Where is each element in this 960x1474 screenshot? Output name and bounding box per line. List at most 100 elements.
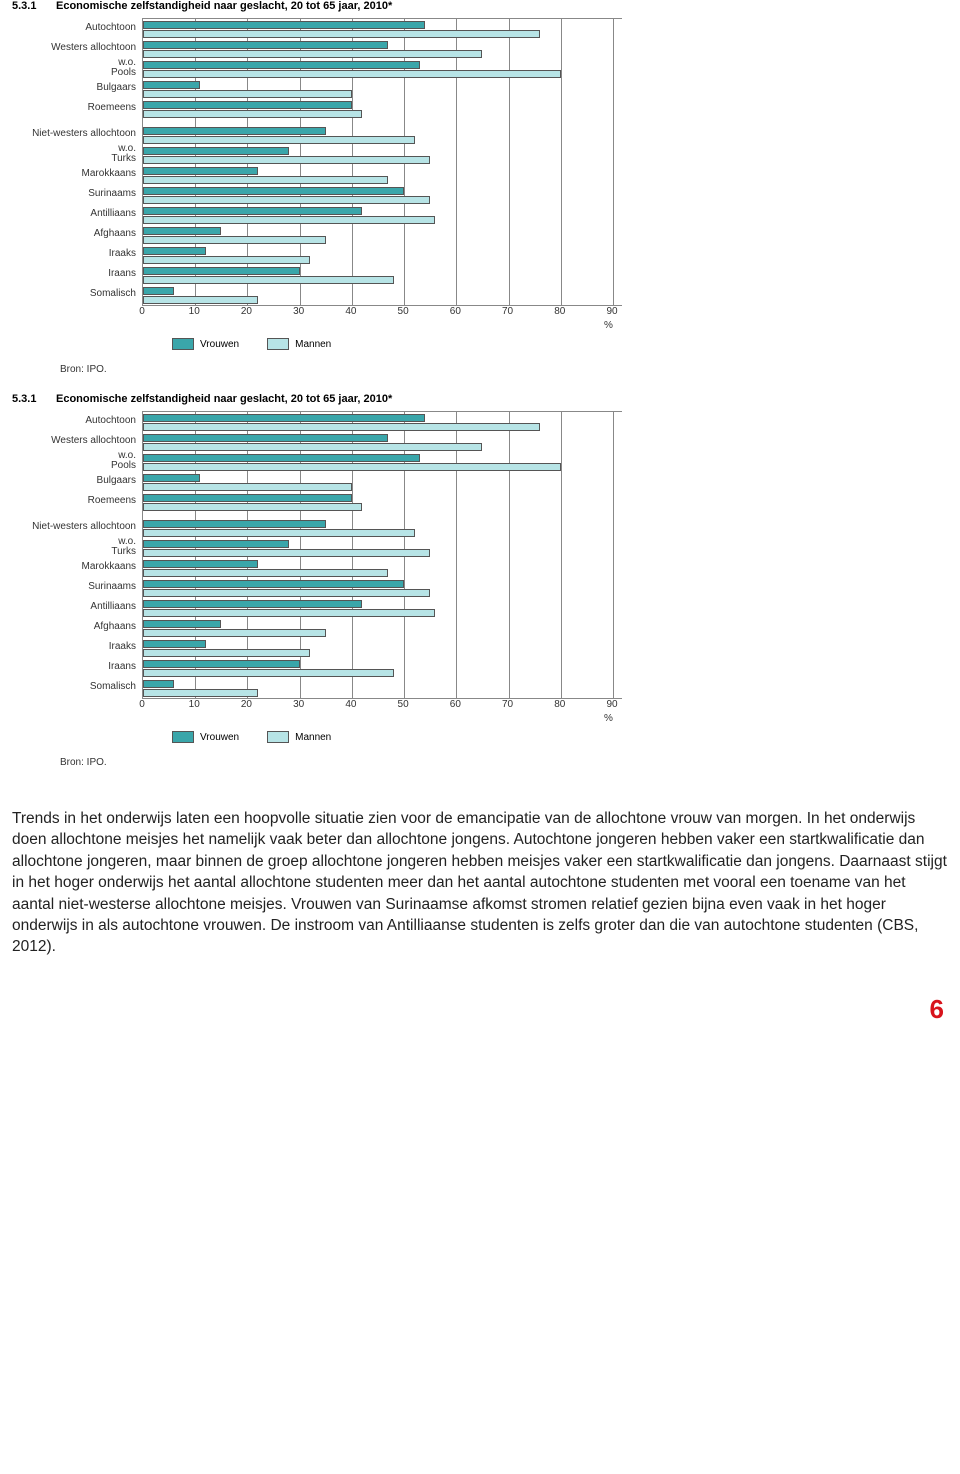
legend: Vrouwen Mannen	[172, 731, 622, 743]
bar-vrouwen	[143, 167, 258, 175]
category-label: Iraans	[12, 657, 136, 677]
bar-vrouwen	[143, 620, 221, 628]
bar-mannen	[143, 296, 258, 304]
x-tick-label: 50	[398, 699, 409, 710]
bar-row	[143, 412, 622, 432]
bar-row	[143, 99, 622, 119]
x-tick-label: 0	[139, 306, 145, 317]
category-label: w.o.Turks	[12, 537, 136, 557]
x-tick-label: 60	[450, 699, 461, 710]
x-tick-label: 20	[241, 306, 252, 317]
legend-swatch	[267, 731, 289, 743]
chart-header: 5.3.1Economische zelfstandigheid naar ge…	[12, 393, 622, 405]
bar-mannen	[143, 463, 561, 471]
legend-label: Mannen	[295, 732, 331, 743]
bar-vrouwen	[143, 227, 221, 235]
category-label: Bulgaars	[12, 471, 136, 491]
bar-vrouwen	[143, 580, 404, 588]
bar-vrouwen	[143, 21, 425, 29]
bar-row	[143, 578, 622, 598]
document-page: 5.3.1Economische zelfstandigheid naar ge…	[0, 0, 960, 1025]
bar-row	[143, 638, 622, 658]
bar-row	[143, 492, 622, 512]
bar-vrouwen	[143, 680, 174, 688]
bar-row	[143, 145, 622, 165]
x-tick-label: 90	[606, 306, 617, 317]
bar-mannen	[143, 216, 435, 224]
bar-vrouwen	[143, 494, 352, 502]
bar-row	[143, 658, 622, 678]
bar-mannen	[143, 629, 326, 637]
legend-item-mannen: Mannen	[267, 731, 331, 743]
bar-row	[143, 538, 622, 558]
category-label: Iraaks	[12, 244, 136, 264]
chart-title: Economische zelfstandigheid naar geslach…	[56, 393, 392, 405]
bar-vrouwen	[143, 600, 362, 608]
bar-vrouwen	[143, 127, 326, 135]
x-tick-label: 0	[139, 699, 145, 710]
x-tick-label: 90	[606, 699, 617, 710]
bar-mannen	[143, 90, 352, 98]
chart-source: Bron: IPO.	[60, 757, 622, 768]
x-tick-label: 60	[450, 306, 461, 317]
bar-row	[143, 125, 622, 145]
category-label: Marokkaans	[12, 557, 136, 577]
category-label: w.o.Turks	[12, 144, 136, 164]
bar-mannen	[143, 50, 482, 58]
x-tick-label: 50	[398, 306, 409, 317]
bar-row	[143, 225, 622, 245]
bar-vrouwen	[143, 207, 362, 215]
bar-mannen	[143, 110, 362, 118]
bar-row	[143, 165, 622, 185]
x-tick-label: 80	[554, 306, 565, 317]
bar-vrouwen	[143, 560, 258, 568]
bar-mannen	[143, 70, 561, 78]
bar-vrouwen	[143, 434, 388, 442]
bar-vrouwen	[143, 414, 425, 422]
page-number: 6	[0, 994, 944, 1025]
legend-item-mannen: Mannen	[267, 338, 331, 350]
x-tick-label: 20	[241, 699, 252, 710]
legend-item-vrouwen: Vrouwen	[172, 338, 239, 350]
bar-row	[143, 432, 622, 452]
legend-label: Vrouwen	[200, 339, 239, 350]
legend-label: Vrouwen	[200, 732, 239, 743]
bar-mannen	[143, 549, 430, 557]
bar-mannen	[143, 589, 430, 597]
bar-mannen	[143, 483, 352, 491]
plot-grid	[142, 411, 622, 699]
bar-vrouwen	[143, 540, 289, 548]
category-label: Iraans	[12, 264, 136, 284]
bar-vrouwen	[143, 147, 289, 155]
bar-row	[143, 558, 622, 578]
category-label: Somalisch	[12, 677, 136, 697]
x-tick-label: 70	[502, 306, 513, 317]
category-label: Autochtoon	[12, 411, 136, 431]
body-paragraph: Trends in het onderwijs laten een hoopvo…	[12, 808, 948, 958]
legend-swatch	[267, 338, 289, 350]
plot-grid	[142, 18, 622, 306]
category-label: Niet-westers allochtoon	[12, 124, 136, 144]
legend-swatch	[172, 731, 194, 743]
x-tick-label: 40	[345, 699, 356, 710]
x-axis: 0102030405060708090%	[142, 699, 612, 713]
category-label: Marokkaans	[12, 164, 136, 184]
legend: Vrouwen Mannen	[172, 338, 622, 350]
bar-row	[143, 618, 622, 638]
chart-figure: 5.3.1Economische zelfstandigheid naar ge…	[12, 0, 622, 375]
x-tick-label: 70	[502, 699, 513, 710]
bar-vrouwen	[143, 454, 420, 462]
bar-vrouwen	[143, 101, 352, 109]
category-label: Iraaks	[12, 637, 136, 657]
y-axis-labels: AutochtoonWesters allochtoonw.o.PoolsBul…	[12, 411, 142, 699]
bar-mannen	[143, 236, 326, 244]
bar-row	[143, 245, 622, 265]
category-label: Afghaans	[12, 224, 136, 244]
y-axis-labels: AutochtoonWesters allochtoonw.o.PoolsBul…	[12, 18, 142, 306]
category-label: w.o.Pools	[12, 451, 136, 471]
bar-row	[143, 518, 622, 538]
bar-mannen	[143, 276, 394, 284]
bar-mannen	[143, 649, 310, 657]
bar-row	[143, 39, 622, 59]
category-label: Autochtoon	[12, 18, 136, 38]
